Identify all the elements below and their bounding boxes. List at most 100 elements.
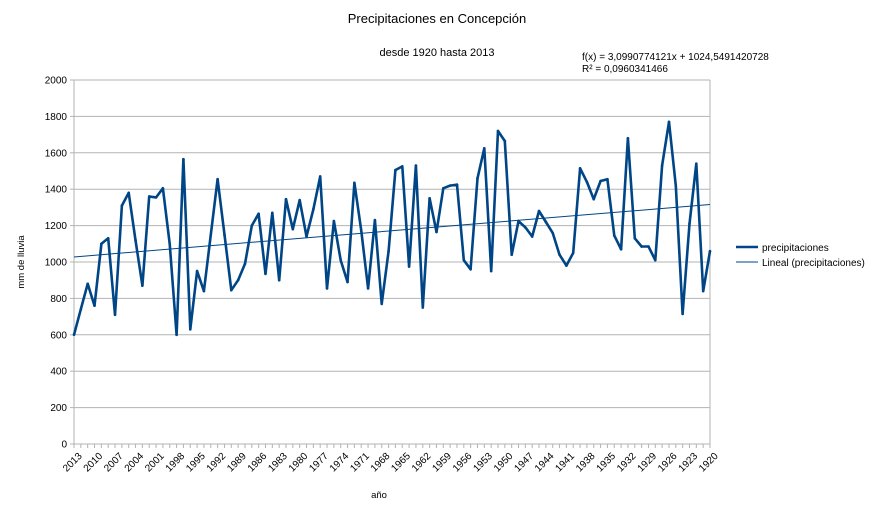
x-tick-label: 2004: [123, 451, 147, 475]
data-point-1924: [681, 312, 684, 316]
chart-title: Precipitaciones en Concepción: [348, 11, 527, 26]
x-tick-label: 1923: [677, 451, 701, 475]
data-point-1932: [626, 136, 630, 140]
x-axis-ticks: 2013201020072004200119981995199219891986…: [61, 444, 721, 474]
data-point-1943: [551, 231, 555, 235]
data-point-1969: [373, 218, 377, 222]
data-point-2001: [154, 196, 158, 199]
y-tick-label: 1200: [45, 221, 68, 232]
y-axis-ticks: 0 200 400 600 800 1000 1200 1400 1600 1800 2000: [45, 76, 74, 451]
y-tick-label: 600: [50, 330, 67, 341]
data-point-1999: [168, 242, 172, 246]
data-point-1995: [195, 269, 199, 273]
data-point-2000: [161, 186, 165, 190]
data-point-1936: [599, 179, 602, 183]
data-point-2004: [134, 238, 137, 242]
data-point-1970: [366, 287, 370, 290]
data-point-1922: [695, 162, 698, 166]
legend-label-precipitaciones: precipitaciones: [762, 243, 829, 254]
data-point-2006: [120, 204, 124, 207]
data-point-1948: [517, 219, 520, 223]
data-point-1934: [612, 234, 616, 237]
y-tick-label: 2000: [45, 76, 68, 87]
data-point-1984: [271, 211, 274, 215]
data-point-1962: [421, 306, 425, 309]
data-point-1967: [387, 249, 390, 253]
x-tick-label: 1959: [430, 451, 454, 475]
data-point-1946: [530, 235, 534, 238]
data-point-1981: [291, 227, 295, 231]
y-tick-label: 400: [50, 367, 67, 378]
data-point-1975: [332, 219, 336, 223]
y-tick-label: 1800: [45, 112, 68, 123]
data-point-1953: [483, 146, 486, 150]
data-point-1979: [305, 235, 308, 238]
data-point-2005: [127, 191, 131, 195]
data-point-1935: [606, 177, 609, 181]
x-axis-label: año: [371, 490, 387, 501]
data-point-1921: [701, 289, 705, 293]
data-point-1920: [708, 249, 712, 253]
data-point-1959: [441, 186, 445, 190]
data-point-1952: [489, 269, 493, 273]
data-point-1926: [667, 120, 671, 124]
data-point-1998: [175, 333, 178, 337]
data-point-1941: [565, 264, 568, 267]
data-point-1957: [455, 183, 459, 186]
data-point-1945: [537, 209, 541, 213]
data-point-1991: [223, 233, 226, 236]
x-tick-label: 2010: [82, 451, 106, 475]
data-point-1937: [592, 197, 596, 201]
data-point-1973: [346, 280, 349, 284]
x-tick-label: 1992: [205, 451, 229, 475]
data-point-1985: [264, 272, 267, 276]
data-point-1972: [353, 181, 356, 185]
data-point-1951: [496, 129, 500, 133]
x-tick-label: 1977: [307, 451, 331, 475]
data-point-1983: [277, 278, 281, 282]
data-point-1968: [380, 302, 384, 306]
x-tick-label: 1968: [369, 451, 393, 475]
x-tick-label: 1971: [348, 451, 372, 475]
data-point-1944: [544, 220, 548, 224]
x-tick-label: 2013: [61, 451, 85, 475]
data-point-1989: [236, 278, 240, 282]
data-point-1990: [229, 288, 233, 292]
x-tick-label: 1962: [410, 451, 434, 475]
data-point-1933: [619, 247, 623, 251]
x-tick-label: 1953: [471, 451, 495, 475]
x-tick-label: 1941: [554, 451, 578, 475]
data-point-1956: [462, 258, 466, 262]
y-tick-label: 1400: [45, 185, 68, 196]
chart-subtitle: desde 1920 hasta 2013: [380, 47, 495, 59]
data-point-1980: [298, 198, 301, 202]
x-tick-label: 1932: [615, 451, 639, 475]
data-point-1938: [585, 180, 589, 184]
data-point-1993: [209, 233, 213, 236]
x-tick-label: 1938: [574, 451, 598, 475]
data-point-2007: [113, 313, 117, 317]
legend: precipitaciones Lineal (precipitaciones): [736, 243, 865, 269]
data-point-1961: [428, 197, 431, 200]
y-tick-label: 800: [50, 294, 67, 305]
x-tick-label: 1965: [389, 451, 413, 475]
x-tick-label: 2007: [102, 451, 126, 475]
data-point-1974: [339, 258, 343, 262]
data-point-1963: [414, 164, 418, 167]
data-point-1954: [476, 176, 479, 180]
data-point-1942: [558, 253, 561, 257]
y-tick-label: 200: [50, 403, 67, 414]
x-tick-label: 1986: [246, 451, 270, 475]
x-tick-label: 1956: [451, 451, 475, 475]
x-tick-label: 1935: [595, 451, 619, 475]
data-point-1977: [318, 175, 322, 178]
data-point-1960: [435, 230, 438, 234]
x-tick-label: 1974: [328, 451, 352, 475]
data-point-1966: [394, 168, 397, 172]
legend-label-trendline: Lineal (precipitaciones): [762, 258, 865, 269]
data-point-1949: [510, 253, 513, 257]
x-tick-label: 2001: [143, 451, 167, 475]
data-points: [72, 120, 712, 337]
data-point-1988: [243, 262, 247, 266]
